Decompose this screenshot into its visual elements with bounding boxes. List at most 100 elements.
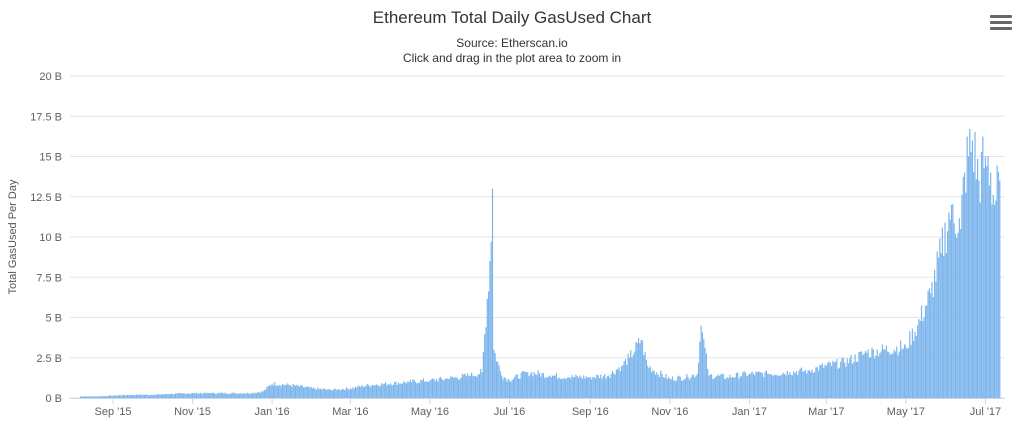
- daily-bar[interactable]: [940, 253, 942, 398]
- daily-bar[interactable]: [292, 384, 294, 398]
- daily-bar[interactable]: [730, 377, 732, 398]
- daily-bar[interactable]: [589, 377, 591, 398]
- daily-bar[interactable]: [660, 370, 662, 398]
- daily-bar[interactable]: [452, 377, 454, 398]
- daily-bar[interactable]: [984, 156, 987, 399]
- daily-bar[interactable]: [875, 355, 877, 398]
- daily-bar[interactable]: [289, 385, 291, 398]
- daily-bar[interactable]: [564, 379, 567, 398]
- daily-bar[interactable]: [653, 371, 655, 398]
- daily-bar[interactable]: [714, 377, 717, 398]
- daily-bar[interactable]: [294, 385, 297, 398]
- daily-bar[interactable]: [156, 394, 158, 398]
- daily-bar[interactable]: [764, 371, 766, 398]
- daily-bar[interactable]: [124, 395, 126, 398]
- daily-bar[interactable]: [963, 172, 966, 398]
- daily-bar[interactable]: [220, 392, 222, 398]
- daily-bar[interactable]: [141, 395, 143, 398]
- daily-bar[interactable]: [694, 377, 696, 398]
- daily-bar[interactable]: [624, 358, 627, 398]
- daily-bar[interactable]: [977, 158, 979, 398]
- daily-bar[interactable]: [184, 393, 186, 398]
- daily-bar[interactable]: [684, 378, 687, 398]
- daily-bar[interactable]: [168, 394, 170, 398]
- daily-bar[interactable]: [997, 171, 1000, 398]
- daily-bar[interactable]: [236, 393, 238, 398]
- daily-bar[interactable]: [331, 390, 333, 398]
- daily-bar[interactable]: [712, 379, 714, 398]
- daily-bar[interactable]: [437, 381, 439, 398]
- daily-bar[interactable]: [338, 388, 340, 398]
- daily-bar[interactable]: [467, 373, 469, 398]
- daily-bar[interactable]: [464, 373, 466, 398]
- daily-bar[interactable]: [671, 376, 674, 398]
- daily-bar[interactable]: [336, 390, 338, 398]
- daily-bar[interactable]: [278, 385, 280, 398]
- daily-bar[interactable]: [147, 395, 149, 398]
- daily-bar[interactable]: [873, 358, 876, 398]
- daily-bar[interactable]: [941, 227, 944, 398]
- daily-bar[interactable]: [378, 386, 380, 398]
- daily-bar[interactable]: [177, 393, 179, 398]
- daily-bar[interactable]: [189, 393, 191, 398]
- daily-bar[interactable]: [943, 255, 945, 398]
- daily-bar[interactable]: [158, 394, 160, 398]
- daily-bar[interactable]: [198, 393, 200, 398]
- daily-bar[interactable]: [939, 238, 941, 398]
- daily-bar[interactable]: [373, 385, 375, 398]
- daily-bar[interactable]: [105, 396, 108, 398]
- daily-bar[interactable]: [824, 364, 826, 398]
- daily-bar[interactable]: [837, 368, 839, 398]
- daily-bar[interactable]: [326, 389, 328, 398]
- daily-bar[interactable]: [298, 386, 301, 398]
- daily-bar[interactable]: [487, 291, 490, 398]
- daily-bar[interactable]: [703, 338, 705, 398]
- daily-bar[interactable]: [812, 372, 814, 398]
- daily-bar[interactable]: [374, 385, 376, 398]
- daily-bar[interactable]: [117, 395, 119, 398]
- daily-bar[interactable]: [212, 392, 215, 398]
- daily-bar[interactable]: [713, 378, 715, 398]
- daily-bar[interactable]: [339, 390, 341, 398]
- daily-bar[interactable]: [108, 395, 110, 398]
- daily-bar[interactable]: [510, 381, 512, 398]
- daily-bar[interactable]: [734, 377, 736, 398]
- daily-bar[interactable]: [906, 348, 908, 398]
- daily-bar[interactable]: [79, 396, 82, 398]
- daily-bar[interactable]: [917, 325, 919, 398]
- daily-bar[interactable]: [238, 393, 241, 398]
- daily-bar[interactable]: [404, 382, 406, 398]
- daily-bar[interactable]: [611, 370, 614, 398]
- daily-bar[interactable]: [219, 392, 221, 398]
- daily-bar[interactable]: [537, 370, 539, 398]
- daily-bar[interactable]: [636, 342, 638, 398]
- daily-bar[interactable]: [111, 395, 113, 398]
- daily-bar[interactable]: [609, 378, 611, 398]
- daily-bar[interactable]: [623, 361, 625, 398]
- daily-bar[interactable]: [248, 393, 250, 398]
- daily-bar[interactable]: [353, 388, 355, 398]
- daily-bar[interactable]: [992, 194, 994, 398]
- daily-bar[interactable]: [551, 375, 554, 398]
- daily-bar[interactable]: [849, 358, 851, 398]
- daily-bar[interactable]: [203, 392, 205, 398]
- daily-bar[interactable]: [563, 377, 565, 398]
- daily-bar[interactable]: [980, 151, 983, 398]
- daily-bar[interactable]: [761, 373, 764, 398]
- daily-bar[interactable]: [644, 351, 646, 398]
- daily-bar[interactable]: [253, 393, 255, 398]
- daily-bar[interactable]: [827, 363, 829, 398]
- daily-bar[interactable]: [709, 374, 711, 398]
- daily-bar[interactable]: [313, 387, 315, 398]
- daily-bar[interactable]: [790, 374, 792, 398]
- daily-bar[interactable]: [460, 377, 462, 398]
- daily-bar[interactable]: [95, 396, 97, 398]
- daily-bar[interactable]: [958, 218, 960, 398]
- daily-bar[interactable]: [571, 375, 573, 398]
- daily-bar[interactable]: [351, 389, 353, 398]
- daily-bar[interactable]: [405, 383, 408, 398]
- daily-bar[interactable]: [121, 395, 123, 398]
- daily-bar[interactable]: [892, 353, 894, 398]
- daily-bar[interactable]: [399, 383, 401, 398]
- daily-bar[interactable]: [283, 384, 285, 398]
